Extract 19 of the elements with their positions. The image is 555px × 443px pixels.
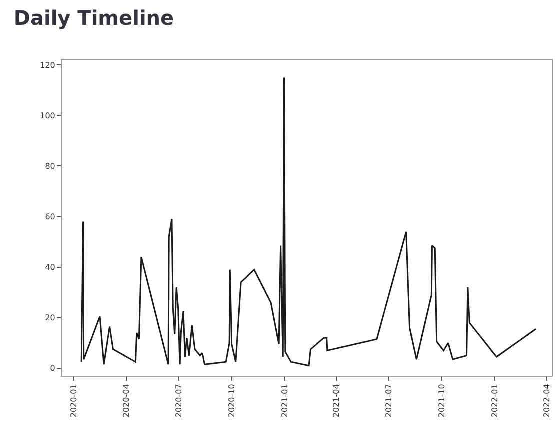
- y-tick-label: 80: [45, 162, 56, 171]
- x-tick-label: 2020-10: [227, 384, 236, 418]
- x-tick-label: 2021-01: [280, 384, 290, 418]
- y-tick-label: 40: [45, 263, 56, 272]
- x-tick-label: 2021-07: [384, 384, 394, 418]
- y-tick-label: 100: [40, 111, 56, 120]
- x-tick-label: 2021-10: [438, 384, 447, 418]
- y-tick-label: 20: [45, 314, 56, 323]
- x-tick-label: 2022-04: [542, 384, 552, 418]
- y-tick-label: 60: [45, 212, 56, 222]
- x-tick-label: 2020-01: [70, 384, 79, 418]
- y-tick-label: 0: [50, 364, 56, 374]
- x-tick-label: 2020-07: [174, 384, 184, 418]
- x-tick-label: 2020-04: [122, 384, 132, 418]
- line-series: [80, 76, 537, 367]
- chart-title: Daily Timeline: [14, 6, 174, 30]
- y-tick-label: 120: [40, 60, 56, 70]
- x-tick-label: 2021-04: [332, 384, 342, 418]
- x-tick-label: 2022-01: [490, 384, 500, 418]
